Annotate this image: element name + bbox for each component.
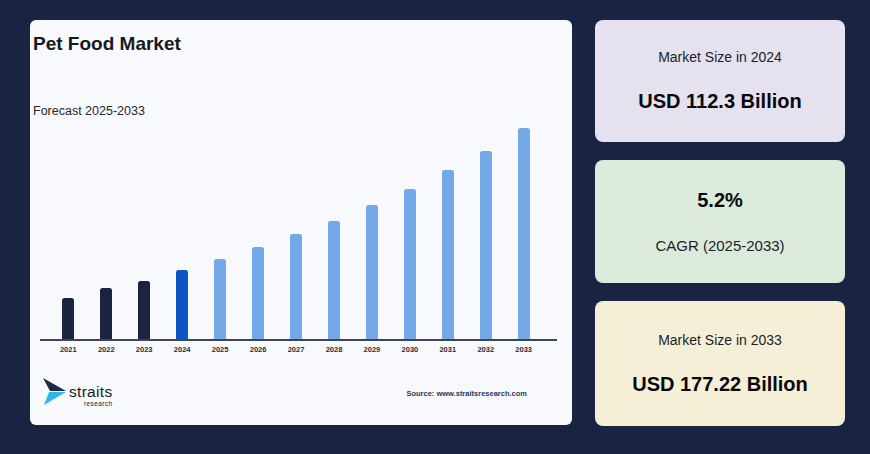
x-axis-label-2029: 2029 (355, 345, 389, 354)
cagr-card: 5.2% CAGR (2025-2033) (595, 160, 845, 283)
market-size-2024-card-label: Market Size in 2024 (658, 49, 782, 65)
bar-2031 (442, 170, 454, 339)
bar-2032 (480, 151, 492, 339)
x-axis-label-2021: 2021 (51, 345, 85, 354)
logo-text: straits research (69, 384, 112, 408)
bar-2025 (214, 259, 226, 339)
bar-2023 (138, 281, 150, 339)
x-axis-label-2030: 2030 (393, 345, 427, 354)
straits-research-logo: straits research (42, 378, 112, 408)
chart-card: Pet Food Market Forecast 2025-2033 20212… (30, 20, 572, 425)
market-size-2024-card: Market Size in 2024 USD 112.3 Billion (595, 20, 845, 142)
bar-2033 (518, 128, 530, 339)
bar-2022 (100, 288, 112, 339)
x-axis-label-2028: 2028 (317, 345, 351, 354)
page-background: Pet Food Market Forecast 2025-2033 20212… (0, 0, 870, 454)
source-text: Source: www.straitsresearch.com (406, 389, 527, 398)
bar-2026 (252, 247, 264, 339)
market-size-2033-card: Market Size in 2033 USD 177.22 Billion (595, 301, 845, 426)
x-axis-label-2023: 2023 (127, 345, 161, 354)
cagr-card-label: CAGR (2025-2033) (655, 237, 784, 254)
x-axis-label-2031: 2031 (431, 345, 465, 354)
bar-2027 (290, 234, 302, 339)
logo-subtext: research (84, 400, 113, 407)
x-axis-label-2024: 2024 (165, 345, 199, 354)
market-size-2024-card-value: USD 112.3 Billion (638, 90, 801, 113)
bar-2021 (62, 298, 74, 339)
x-axis-label-2026: 2026 (241, 345, 275, 354)
x-axis-label-2027: 2027 (279, 345, 313, 354)
bar-chart: 2021 2022 2023 2024 2025 2026 2027 2028 2029 2030… (30, 20, 572, 425)
market-size-2033-card-value: USD 177.22 Billion (632, 373, 808, 396)
bar-2028 (328, 221, 340, 339)
stat-cards: Market Size in 2024 USD 112.3 Billion 5.2%… (595, 0, 845, 454)
bar-2030 (404, 189, 416, 339)
logo-arrow-icon (42, 378, 67, 406)
x-axis-line (40, 339, 557, 341)
cagr-card-value: 5.2% (697, 189, 743, 212)
market-size-2033-card-label: Market Size in 2033 (658, 332, 782, 348)
x-axis-label-2033: 2033 (507, 345, 541, 354)
x-axis-label-2032: 2032 (469, 345, 503, 354)
x-axis-label-2022: 2022 (89, 345, 123, 354)
bar-2029 (366, 205, 378, 339)
bar-2024 (176, 270, 188, 339)
x-axis-label-2025: 2025 (203, 345, 237, 354)
logo-wordmark: straits (69, 384, 112, 400)
